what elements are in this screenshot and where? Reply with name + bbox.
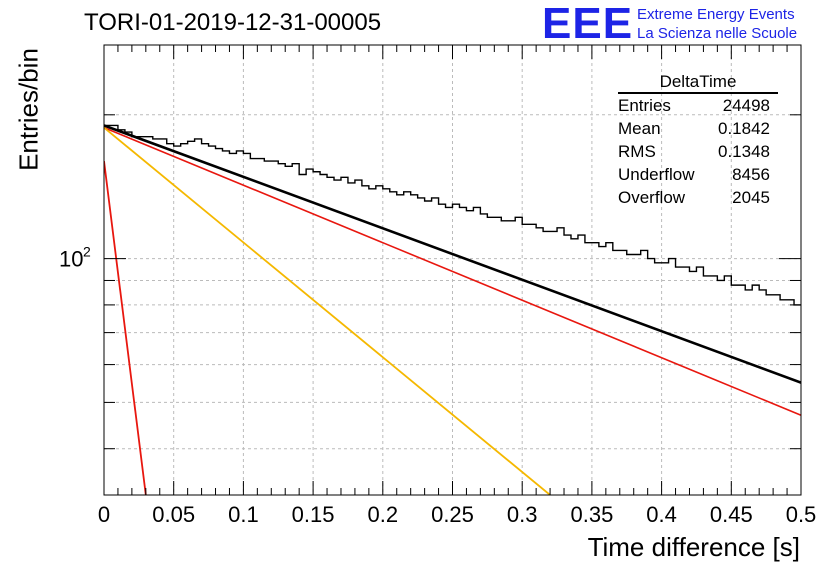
stats-value: 2045: [732, 188, 770, 207]
y-tick-label: 10: [59, 247, 83, 272]
histogram-outline: [104, 124, 801, 306]
logo-line-1: Extreme Energy Events: [637, 6, 795, 23]
fit-red-long-line: [104, 126, 801, 416]
y-tick-label-exponent: 2: [83, 244, 91, 260]
stats-box: DeltaTime Entries 24498 Mean 0.1842 RMS …: [612, 72, 778, 209]
eee-logo: EEE: [542, 0, 634, 48]
stats-label: Entries: [618, 96, 671, 115]
x-tick-label: 0.35: [570, 502, 613, 527]
x-tick-label: 0.15: [292, 502, 335, 527]
stats-title: DeltaTime: [618, 72, 778, 94]
x-tick-label: 0.45: [710, 502, 753, 527]
stats-row-overflow: Overflow 2045: [612, 186, 778, 209]
logo-line-2: La Scienza nelle Scuole: [637, 25, 798, 42]
fit-total-line: [104, 124, 801, 384]
stats-row-underflow: Underflow 8456: [612, 163, 778, 186]
x-tick-label: 0.5: [786, 502, 817, 527]
x-tick-label: 0.1: [228, 502, 259, 527]
stats-row-entries: Entries 24498: [612, 94, 778, 117]
x-axis-label: Time difference [s]: [587, 532, 800, 562]
fit-orange-line: [104, 126, 551, 495]
x-tick-label: 0: [98, 502, 110, 527]
x-tick-label: 0.25: [431, 502, 474, 527]
chart-title: TORI-01-2019-12-31-00005: [84, 9, 382, 36]
x-tick-label: 0.2: [368, 502, 399, 527]
x-tick-label: 0.05: [152, 502, 195, 527]
y-axis-label: Entries/bin: [13, 48, 44, 171]
x-tick-label: 0.4: [646, 502, 677, 527]
stats-value: 24498: [722, 96, 770, 115]
fit-red-fast-line: [104, 160, 147, 495]
stats-label: Underflow: [618, 165, 695, 184]
stats-label: Mean: [618, 119, 661, 138]
x-tick-label: 0.3: [507, 502, 538, 527]
stats-label: RMS: [618, 142, 656, 161]
stats-row-mean: Mean 0.1842: [612, 117, 778, 140]
stats-label: Overflow: [618, 188, 686, 207]
stats-value: 8456: [732, 165, 770, 184]
stats-value: 0.1348: [718, 142, 770, 161]
stats-value: 0.1842: [718, 119, 770, 138]
stats-row-rms: RMS 0.1348: [612, 140, 778, 163]
